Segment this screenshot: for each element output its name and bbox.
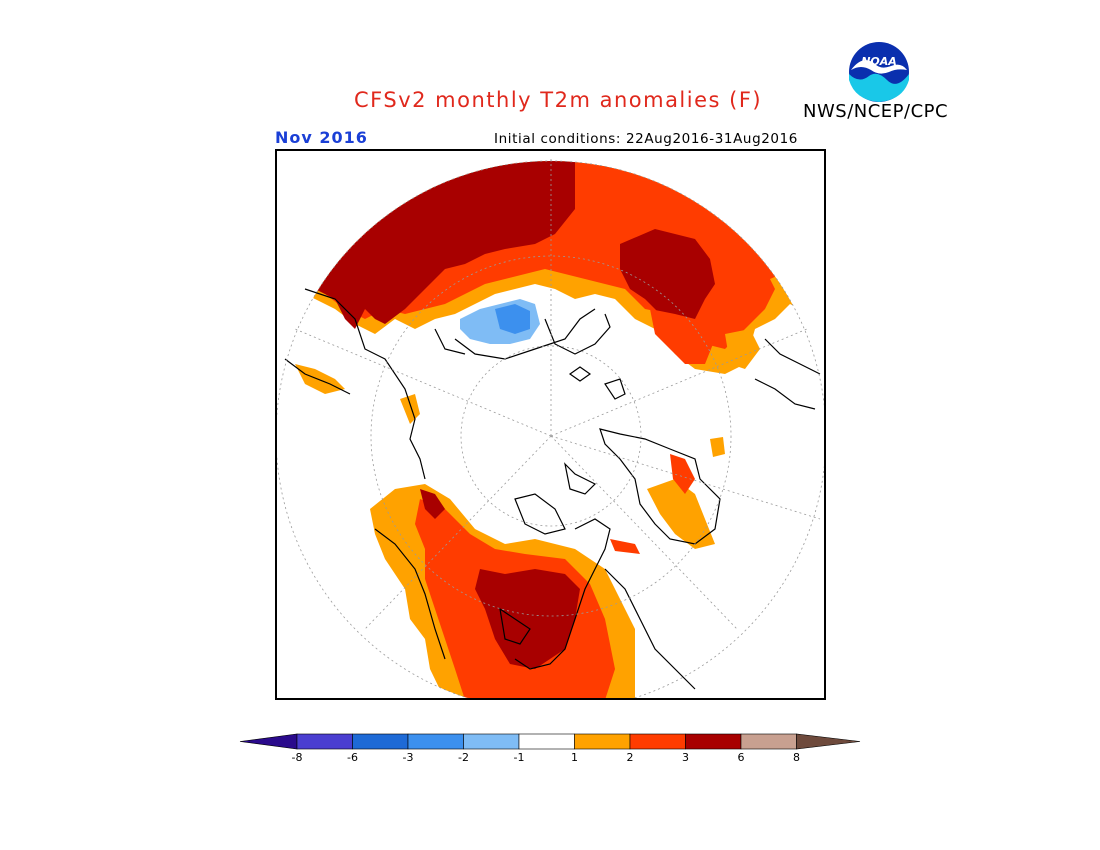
anomaly-orange-east-asia	[725, 329, 760, 369]
colorbar-swatch	[352, 733, 409, 750]
noaa-logo-icon: NOAA	[848, 41, 910, 103]
colorbar-swatch	[518, 733, 575, 750]
initial-conditions: Initial conditions: 22Aug2016-31Aug2016	[494, 131, 798, 147]
colorbar-tick-label: -2	[458, 751, 469, 764]
colorbar-tick-label: 8	[793, 751, 800, 764]
colorbar-swatch	[463, 733, 520, 750]
anomaly-darkred-alaska	[420, 489, 445, 519]
anomaly-blue-barents-core	[495, 304, 530, 334]
colorbar-tick-label: 6	[738, 751, 745, 764]
colorbar-tick-label: 1	[571, 751, 578, 764]
colorbar-tick-label: 2	[627, 751, 634, 764]
graticule	[294, 159, 821, 630]
anomaly-orange-iceland	[710, 437, 725, 457]
colorbar-legend: -8 -6 -3 -2 -1 1 2 3 6 8	[239, 733, 861, 764]
map-frame	[275, 149, 826, 700]
colorbar-swatch	[685, 733, 742, 750]
colorbar-tick-label: -1	[514, 751, 525, 764]
colorbar-arrow-low	[239, 733, 298, 750]
colorbar-ticks: -8 -6 -3 -2 -1 1 2 3 6 8	[292, 751, 800, 764]
agency-label: NWS/NCEP/CPC	[803, 101, 949, 122]
colorbar-swatch	[629, 733, 686, 750]
colorbar-swatch	[740, 733, 797, 750]
colorbar-arrow-high	[796, 733, 861, 750]
colorbar-swatches	[239, 733, 861, 750]
anomaly-darkred-siberia	[620, 229, 715, 329]
anomaly-darkred-canada	[475, 569, 580, 669]
anomaly-red-greenland	[670, 454, 695, 494]
colorbar-swatch	[574, 733, 631, 750]
colorbar-swatch	[407, 733, 464, 750]
map-disk-outline	[275, 160, 826, 700]
coastlines	[284, 288, 821, 690]
colorbar-tick-label: -3	[403, 751, 414, 764]
anomaly-map	[275, 149, 826, 700]
colorbar-tick-label: 3	[682, 751, 689, 764]
anomaly-orange-europe-2	[400, 394, 420, 424]
colorbar-tick-label: -8	[292, 751, 303, 764]
colorbar-tick-label: -6	[347, 751, 358, 764]
noaa-logo-text: NOAA	[861, 55, 897, 68]
colorbar-swatch	[296, 733, 353, 750]
map-title: CFSv2 monthly T2m anomalies (F)	[354, 88, 763, 112]
anomaly-red-east-asia	[650, 309, 715, 364]
anomaly-orange-europe	[295, 364, 345, 394]
forecast-month: Nov 2016	[275, 128, 368, 147]
anomaly-orange-greenland	[647, 479, 715, 549]
anomaly-red-baffin	[610, 539, 640, 554]
